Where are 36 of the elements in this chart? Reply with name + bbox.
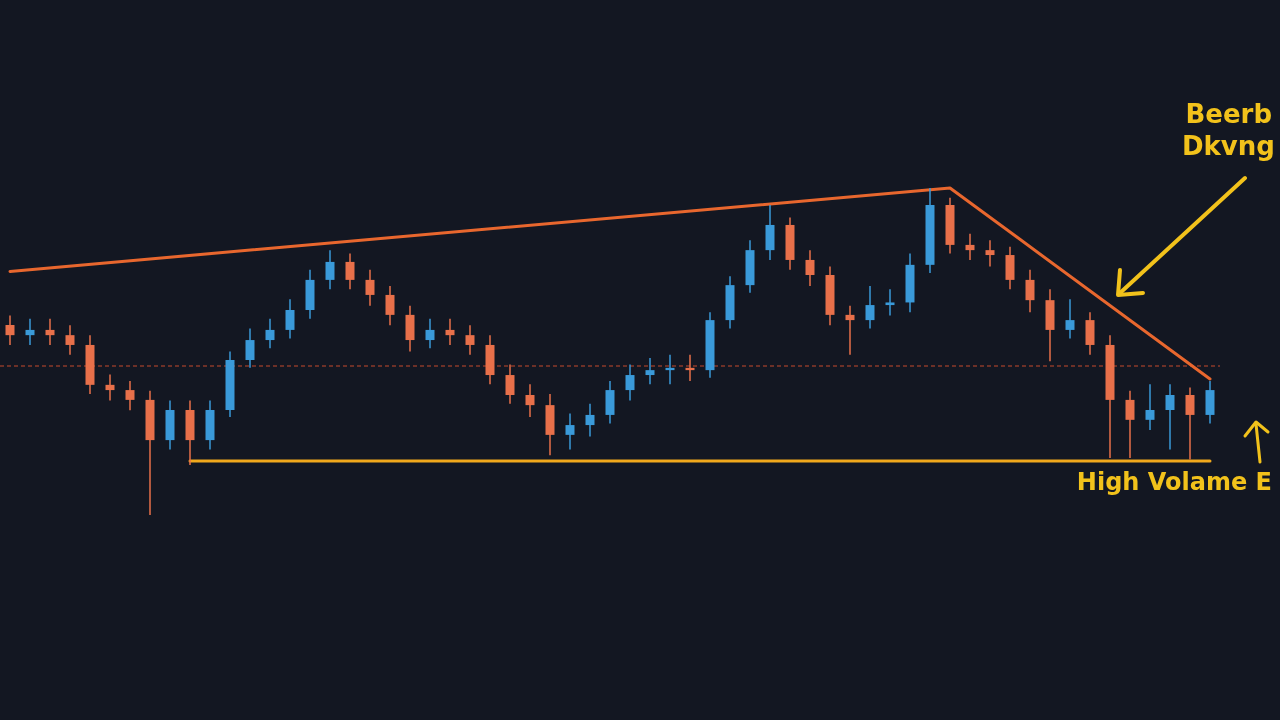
candlestick — [425, 318, 435, 349]
candlestick — [465, 324, 475, 356]
candlestick — [865, 285, 875, 330]
candlestick — [585, 403, 595, 438]
candlestick — [985, 239, 995, 268]
candlestick — [285, 298, 295, 340]
candlestick — [885, 288, 895, 317]
candlestick — [805, 249, 815, 287]
candlestick — [345, 252, 355, 291]
candlestick — [565, 412, 575, 451]
candlestick — [25, 318, 35, 346]
candlestick — [1125, 389, 1135, 459]
candlestick — [105, 373, 115, 402]
candlestick — [1065, 298, 1075, 340]
candlestick — [5, 314, 15, 346]
candlestick — [445, 318, 455, 346]
candlestick — [1165, 383, 1175, 451]
candlestick — [325, 249, 335, 291]
candlestick — [265, 318, 275, 349]
candlestick — [1185, 386, 1195, 461]
candlestick — [1145, 383, 1155, 431]
candlestick — [45, 318, 55, 346]
candlestick — [625, 363, 635, 402]
annotation: High Volame E — [1075, 467, 1272, 498]
candlestick — [845, 304, 855, 356]
candlestick — [505, 363, 515, 405]
candlestick — [125, 380, 135, 412]
candlestick — [245, 327, 255, 369]
candlestick — [525, 383, 535, 418]
candlestick — [365, 269, 375, 307]
candlestick — [645, 357, 655, 385]
candlestick — [65, 324, 75, 356]
candlestick — [1025, 269, 1035, 314]
text: Beerb Dkvng — [1182, 98, 1275, 162]
candlestick — [965, 233, 975, 261]
candlestick — [385, 285, 395, 327]
